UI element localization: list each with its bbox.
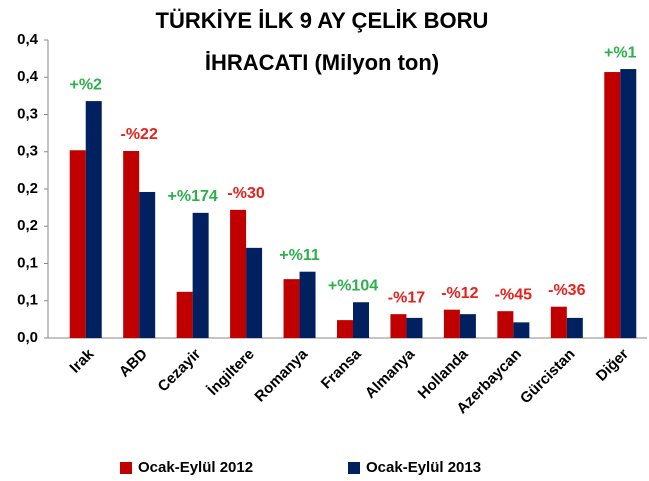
bar <box>123 151 140 338</box>
bar <box>283 279 300 338</box>
x-tick-label: ABD <box>116 345 151 380</box>
legend-label: Ocak-Eylül 2012 <box>138 459 253 476</box>
annotation: -%45 <box>495 286 532 303</box>
annotation: +%2 <box>69 76 102 93</box>
bar <box>620 69 637 339</box>
bar <box>497 311 514 338</box>
y-tick-label: 0,1 <box>17 292 38 309</box>
y-tick-label: 0,4 <box>17 31 39 48</box>
annotation: -%22 <box>121 126 158 143</box>
bar <box>299 271 316 338</box>
bar <box>513 322 530 338</box>
x-tick-label: Romanya <box>251 345 311 405</box>
bar <box>550 306 567 338</box>
annotation: +%11 <box>279 247 320 264</box>
annotation: +%174 <box>168 188 218 205</box>
x-tick-label: Diğer <box>593 346 632 385</box>
legend-swatch <box>120 462 132 474</box>
bar <box>443 309 460 338</box>
bar <box>176 291 193 338</box>
bar <box>85 101 102 338</box>
y-tick-label: 0,0 <box>17 329 38 346</box>
bar <box>459 314 476 338</box>
bar <box>353 302 369 338</box>
chart-title: İHRACATI (Milyon ton) <box>205 50 439 75</box>
y-tick-label: 0,2 <box>17 217 38 234</box>
x-tick-label: Gürcistan <box>517 346 579 408</box>
bar <box>406 317 423 338</box>
bar <box>604 72 621 338</box>
bar <box>566 317 583 338</box>
x-tick-label: Irak <box>66 345 97 376</box>
y-tick-label: 0,2 <box>17 180 38 197</box>
annotation: +%1 <box>604 44 637 61</box>
y-tick-label: 0,3 <box>17 105 38 122</box>
x-tick-label: Fransa <box>318 345 365 392</box>
annotation: +%104 <box>328 277 378 294</box>
annotation: -%12 <box>441 285 478 302</box>
annotation: -%36 <box>548 282 585 299</box>
x-tick-label: Cezayir <box>155 346 205 396</box>
bar <box>192 212 209 338</box>
y-tick-label: 0,1 <box>17 254 38 271</box>
chart-title: TÜRKİYE İLK 9 AY ÇELİK BORU <box>156 8 489 33</box>
bar <box>230 209 247 338</box>
legend-swatch <box>348 462 360 474</box>
x-tick-label: İngiltere <box>204 346 257 399</box>
bar <box>337 320 353 338</box>
bar <box>246 247 263 338</box>
y-tick-label: 0,4 <box>17 68 39 85</box>
annotation: -%30 <box>227 185 264 202</box>
y-tick-label: 0,3 <box>17 143 38 160</box>
bar <box>139 191 156 338</box>
bar <box>69 150 86 338</box>
bar <box>390 314 407 338</box>
annotation: -%17 <box>388 289 425 306</box>
legend-label: Ocak-Eylül 2013 <box>366 459 481 476</box>
x-tick-label: Almanya <box>362 345 419 402</box>
